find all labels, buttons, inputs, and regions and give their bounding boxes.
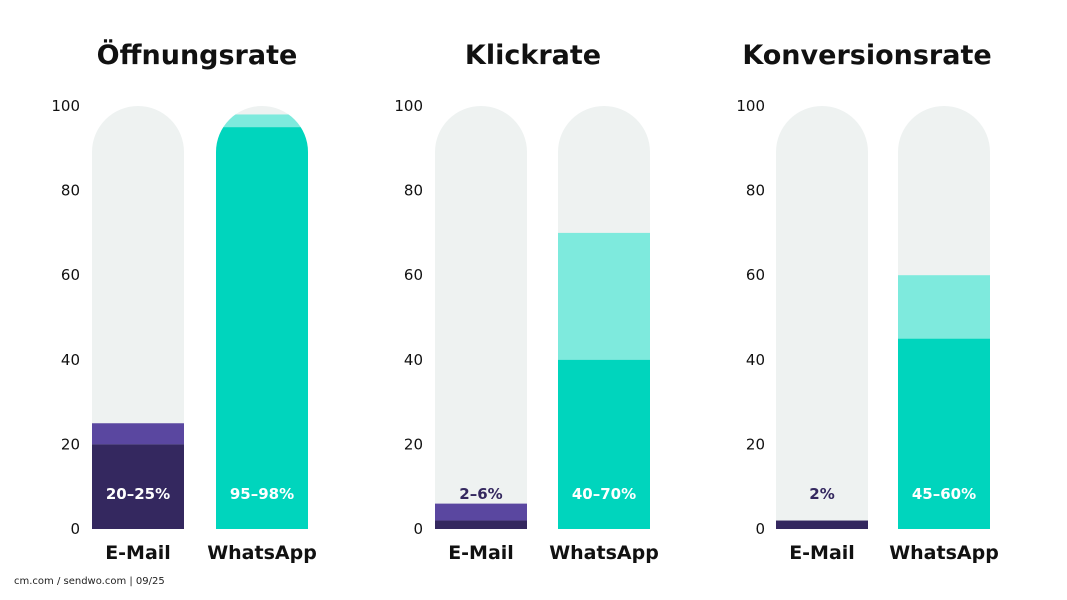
y-tick-label: 60 <box>746 266 765 284</box>
bar-base-segment <box>558 359 650 529</box>
panel-title: Öffnungsrate <box>97 38 298 71</box>
data-label: 40–70% <box>572 485 636 503</box>
panel-title: Konversionsrate <box>742 40 991 71</box>
y-tick-label: 100 <box>394 97 423 115</box>
y-tick-label: 80 <box>61 182 80 200</box>
bar-base-segment <box>92 444 184 529</box>
bar-base-segment <box>435 520 527 529</box>
category-label: E-Mail <box>105 542 171 564</box>
y-tick-label: 40 <box>746 351 765 369</box>
bar-base-segment <box>776 520 868 529</box>
category-label: WhatsApp <box>549 542 659 564</box>
y-tick-label: 20 <box>404 435 423 453</box>
bar-range-segment <box>92 423 184 445</box>
bar-track <box>776 106 868 529</box>
data-label: 2–6% <box>459 485 502 503</box>
y-tick-label: 60 <box>404 266 423 284</box>
category-label: E-Mail <box>448 542 514 564</box>
y-tick-label: 40 <box>61 351 80 369</box>
category-label: E-Mail <box>789 542 855 564</box>
y-tick-label: 20 <box>746 435 765 453</box>
panel-title: Klickrate <box>465 40 601 71</box>
y-tick-label: 80 <box>746 182 765 200</box>
category-label: WhatsApp <box>889 542 999 564</box>
y-tick-label: 40 <box>404 351 423 369</box>
bar-range-segment <box>435 503 527 521</box>
y-tick-label: 60 <box>61 266 80 284</box>
bar-base-segment <box>216 127 308 529</box>
bar-range-segment <box>898 275 990 339</box>
y-tick-label: 80 <box>404 182 423 200</box>
data-label: 45–60% <box>912 485 976 503</box>
bar-range-segment <box>558 232 650 360</box>
y-tick-label: 100 <box>736 97 765 115</box>
bar-range-segment <box>216 114 308 128</box>
footer-source: cm.com / sendwo.com | 09/25 <box>14 576 165 587</box>
y-tick-label: 0 <box>755 520 765 538</box>
data-label: 20–25% <box>106 485 170 503</box>
data-label: 95–98% <box>230 485 294 503</box>
data-label: 2% <box>809 485 834 503</box>
y-tick-label: 100 <box>51 97 80 115</box>
y-tick-label: 20 <box>61 435 80 453</box>
category-label: WhatsApp <box>207 542 317 564</box>
y-tick-label: 0 <box>413 520 423 538</box>
bar-track <box>435 106 527 529</box>
bar-base-segment <box>898 338 990 529</box>
y-tick-label: 0 <box>70 520 80 538</box>
